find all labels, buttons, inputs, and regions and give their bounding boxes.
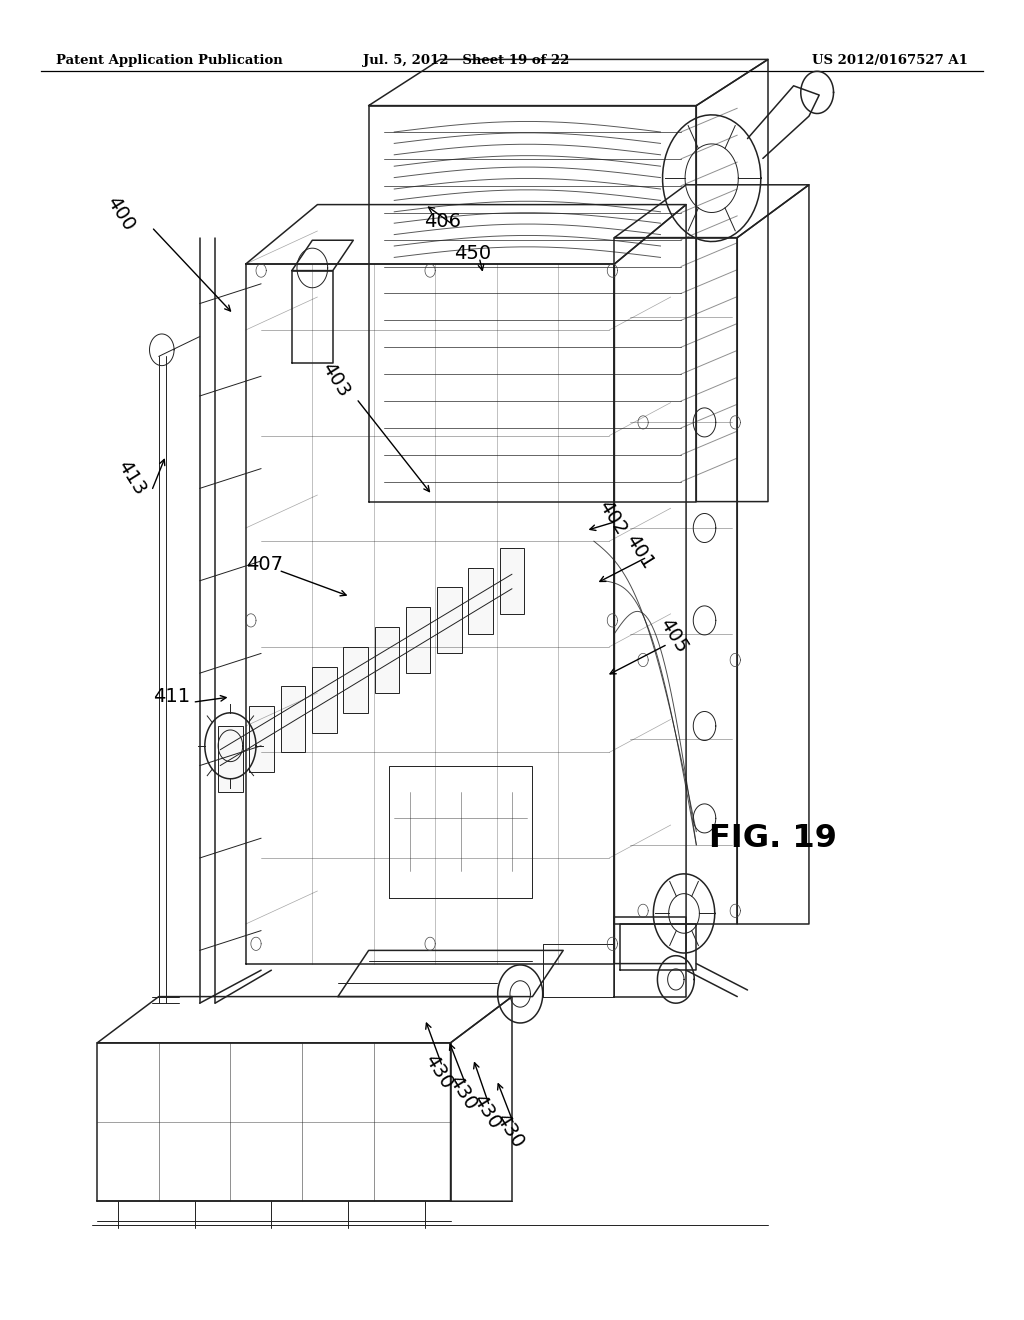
Bar: [468, 568, 493, 634]
Text: US 2012/0167527 A1: US 2012/0167527 A1: [812, 54, 968, 66]
Text: 430: 430: [445, 1072, 480, 1114]
Bar: [375, 627, 399, 693]
Text: 430: 430: [469, 1090, 504, 1133]
Bar: [343, 647, 368, 713]
Text: Patent Application Publication: Patent Application Publication: [56, 54, 283, 66]
Bar: [281, 686, 305, 752]
Text: 406: 406: [424, 213, 461, 231]
Text: FIG. 19: FIG. 19: [710, 822, 837, 854]
Text: 430: 430: [493, 1110, 527, 1152]
Text: 402: 402: [595, 496, 630, 539]
Bar: [312, 667, 337, 733]
Bar: [437, 587, 462, 653]
Text: 401: 401: [623, 531, 657, 573]
Text: 400: 400: [103, 193, 138, 235]
Text: Jul. 5, 2012   Sheet 19 of 22: Jul. 5, 2012 Sheet 19 of 22: [362, 54, 569, 66]
Text: 405: 405: [656, 615, 691, 657]
Bar: [500, 548, 524, 614]
Text: 430: 430: [421, 1051, 456, 1093]
Bar: [250, 706, 274, 772]
Text: 403: 403: [318, 359, 353, 401]
Text: 411: 411: [154, 688, 190, 706]
Bar: [218, 726, 243, 792]
Text: 407: 407: [246, 556, 283, 574]
Text: 413: 413: [114, 457, 148, 499]
Text: 450: 450: [455, 244, 492, 263]
Bar: [406, 607, 430, 673]
